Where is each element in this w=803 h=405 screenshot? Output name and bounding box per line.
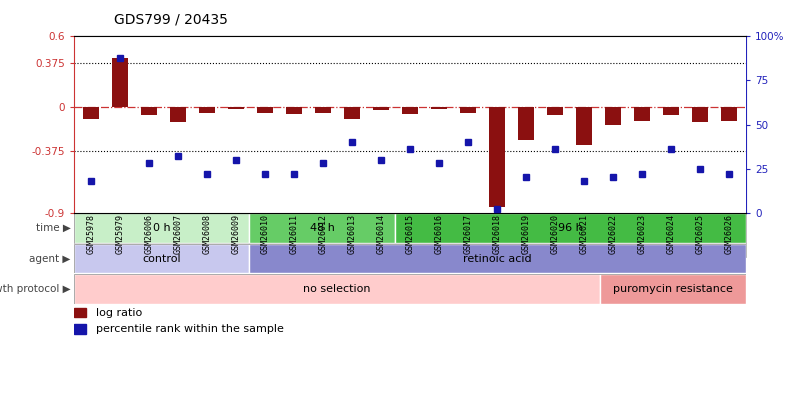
Bar (84, 107, 100, 119)
Bar (459, 107, 475, 113)
Bar (691, 107, 707, 122)
Bar (517, 107, 533, 140)
Bar (141, 107, 157, 115)
Bar (430, 107, 446, 109)
Bar (402, 107, 418, 114)
Text: time ▶: time ▶ (35, 223, 71, 233)
Text: growth protocol ▶: growth protocol ▶ (0, 284, 71, 294)
Bar (546, 107, 562, 115)
Bar (633, 107, 649, 121)
Text: log ratio: log ratio (96, 308, 142, 318)
Bar (199, 107, 215, 113)
Bar (74, 324, 86, 334)
Text: no selection: no selection (303, 284, 370, 294)
Bar (286, 107, 302, 114)
Bar (373, 107, 389, 111)
Text: 48 h: 48 h (309, 223, 334, 233)
Text: 96 h: 96 h (558, 223, 582, 233)
Bar (488, 107, 504, 207)
Bar (249, 213, 395, 243)
Bar (575, 107, 591, 145)
Text: control: control (142, 254, 181, 264)
Bar (228, 107, 244, 109)
Text: retinoic acid: retinoic acid (463, 254, 532, 264)
Bar (112, 58, 128, 107)
Text: 0 h: 0 h (153, 223, 170, 233)
Text: agent ▶: agent ▶ (29, 254, 71, 264)
Bar (74, 308, 86, 318)
Bar (74, 244, 249, 273)
Text: percentile rank within the sample: percentile rank within the sample (96, 324, 283, 334)
Bar (74, 213, 249, 243)
Bar (662, 107, 678, 115)
Bar (344, 107, 360, 119)
Bar (719, 107, 736, 121)
Text: GDS799 / 20435: GDS799 / 20435 (114, 12, 228, 26)
Bar (315, 107, 331, 113)
Bar (74, 274, 599, 304)
Bar (257, 107, 273, 113)
Bar (604, 107, 620, 125)
Text: puromycin resistance: puromycin resistance (613, 284, 732, 294)
Bar (249, 244, 745, 273)
Bar (395, 213, 745, 243)
Bar (170, 107, 186, 122)
Bar (599, 274, 745, 304)
